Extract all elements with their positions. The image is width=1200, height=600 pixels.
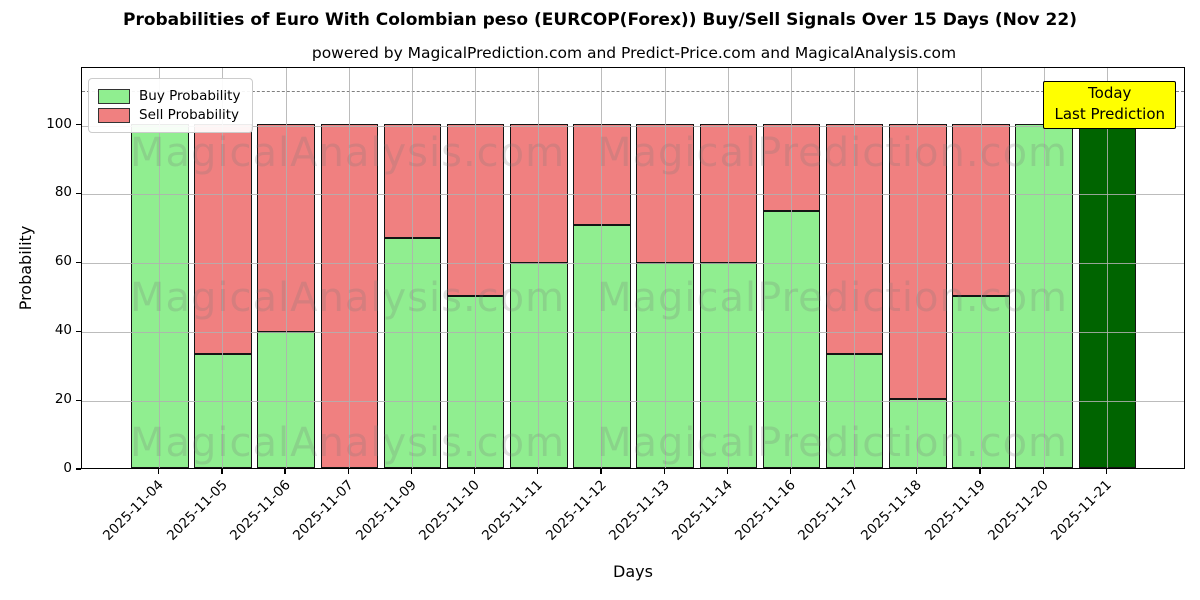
y-tick-mark [75, 399, 81, 401]
watermark-text: MagicalPrediction.com [597, 130, 1068, 176]
buy-swatch-icon [98, 88, 130, 104]
x-tick-label: 2025-11-06 [226, 477, 294, 544]
today-annotation-line2: Last Prediction [1054, 105, 1165, 123]
h-gridline [82, 125, 1184, 127]
v-gridline [411, 68, 413, 468]
x-tick-mark [726, 469, 728, 474]
x-tick-label: 2025-11-17 [795, 477, 862, 544]
v-gridline [159, 68, 161, 468]
legend-label-sell: Sell Probability [139, 107, 240, 123]
x-tick-mark [853, 469, 855, 474]
x-tick-label: 2025-11-13 [605, 477, 673, 544]
x-tick-mark [1042, 469, 1044, 474]
x-tick-label: 2025-11-12 [542, 477, 610, 544]
x-tick-label: 2025-11-21 [1047, 477, 1115, 544]
v-gridline [791, 68, 792, 468]
legend-item-sell: Sell Probability [98, 107, 240, 123]
x-tick-label: 2025-11-04 [100, 477, 168, 544]
x-tick-mark [284, 469, 286, 474]
x-tick-label: 2025-11-20 [984, 477, 1052, 544]
legend: Buy Probability Sell Probability [88, 78, 254, 133]
y-tick-label: 60 [54, 253, 72, 270]
x-tick-label: 2025-11-07 [289, 477, 357, 544]
x-tick-mark [979, 469, 981, 474]
x-tick-mark [600, 469, 602, 474]
chart-title: Probabilities of Euro With Colombian pes… [122, 10, 1077, 30]
x-tick-mark [1105, 469, 1107, 474]
sell-swatch-icon [98, 107, 130, 123]
legend-item-buy: Buy Probability [98, 88, 240, 104]
h-gridline [82, 401, 1184, 403]
x-axis-label: Days [613, 562, 653, 581]
v-gridline [1106, 68, 1108, 468]
x-tick-mark [158, 469, 160, 474]
y-tick-label: 0 [63, 460, 72, 476]
y-tick-label: 80 [54, 184, 72, 201]
today-annotation: Today Last Prediction [1043, 81, 1176, 129]
chart-subtitle: powered by MagicalPrediction.com and Pre… [311, 44, 957, 62]
x-tick-label: 2025-11-10 [416, 477, 483, 544]
v-gridline [601, 68, 603, 468]
legend-label-buy: Buy Probability [139, 88, 241, 104]
y-tick-mark [75, 192, 81, 195]
y-tick-label: 20 [54, 391, 72, 408]
plot-area: Buy Probability Sell Probability Today L… [81, 67, 1185, 469]
x-tick-mark [410, 469, 413, 474]
v-gridline [727, 68, 729, 468]
h-gridline [82, 263, 1184, 265]
watermark-text: MagicalAnalysis.com [130, 130, 566, 176]
y-tick-label: 100 [46, 115, 72, 132]
h-gridline [82, 194, 1184, 196]
v-gridline [222, 68, 224, 468]
y-tick-mark [75, 468, 81, 470]
x-tick-label: 2025-11-11 [479, 477, 547, 544]
x-tick-mark [474, 469, 476, 474]
x-tick-mark [916, 469, 918, 474]
y-tick-mark [75, 330, 81, 332]
v-gridline [917, 68, 919, 468]
v-gridline [980, 68, 982, 468]
y-tick-mark [75, 123, 81, 126]
v-gridline [1043, 68, 1045, 468]
x-tick-label: 2025-11-14 [668, 477, 736, 544]
v-gridline [538, 68, 540, 468]
h-gridline [82, 332, 1184, 334]
v-gridline [285, 68, 287, 468]
y-tick-label: 40 [54, 322, 72, 339]
today-annotation-line1: Today [1088, 84, 1132, 102]
x-tick-mark [347, 469, 349, 474]
x-tick-label: 2025-11-18 [858, 477, 926, 544]
watermark-text: MagicalPrediction.com [597, 275, 1068, 321]
v-gridline [348, 68, 350, 468]
v-gridline [475, 68, 477, 468]
x-tick-label: 2025-11-05 [163, 477, 231, 544]
x-tick-mark [663, 469, 665, 474]
x-tick-label: 2025-11-09 [352, 477, 420, 544]
x-tick-label: 2025-11-19 [921, 477, 989, 544]
watermark-text: MagicalPrediction.com [597, 420, 1068, 466]
x-tick-mark [221, 469, 223, 474]
v-gridline [854, 68, 856, 468]
x-tick-label: 2025-11-16 [732, 477, 799, 544]
watermark-text: MagicalAnalysis.com [130, 275, 566, 321]
v-gridline [664, 68, 666, 468]
x-tick-mark [789, 469, 792, 474]
x-tick-mark [537, 469, 539, 474]
dashed-threshold-line [82, 91, 1184, 93]
watermark-text: MagicalAnalysis.com [130, 420, 566, 466]
y-tick-mark [75, 261, 81, 263]
